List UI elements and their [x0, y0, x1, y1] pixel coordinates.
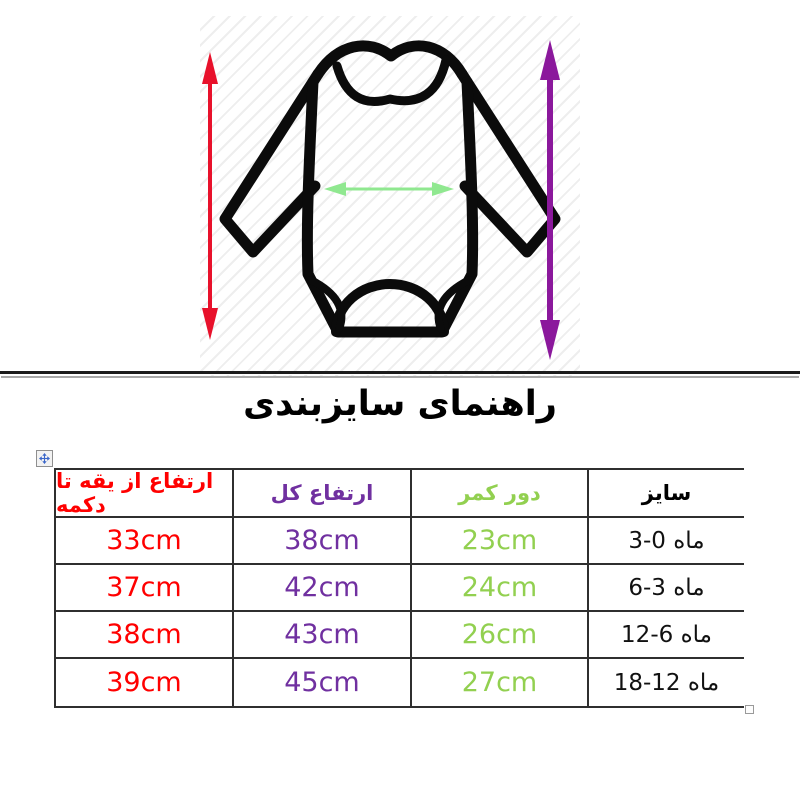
total-height-arrow-icon [540, 40, 560, 360]
header-waist[interactable]: دور کمر [412, 470, 589, 518]
table-cell[interactable]: 12-6 ماه [589, 612, 744, 659]
section-divider [0, 371, 800, 375]
header-total-height[interactable]: ارتفاع کل [234, 470, 412, 518]
table-move-handle[interactable] [36, 450, 53, 467]
header-collar-to-button[interactable]: ارتفاع از یقه تا دکمه [56, 469, 234, 518]
table-cell[interactable]: 33cm [56, 518, 234, 565]
table-cell[interactable]: 3-0 ماه [589, 518, 744, 565]
size-table: ارتفاع از یقه تا دکمه ارتفاع کل دور کمر … [54, 468, 744, 708]
table-cell[interactable]: 18-12 ماه [589, 659, 744, 706]
waist-arrow-icon [324, 182, 454, 196]
table-cell[interactable]: 45cm [234, 659, 412, 706]
table-cell[interactable]: 37cm [56, 565, 234, 612]
sizing-figure [200, 16, 580, 376]
table-cell[interactable]: 26cm [412, 612, 589, 659]
table-cell[interactable]: 42cm [234, 565, 412, 612]
table-cell[interactable]: 38cm [56, 612, 234, 659]
table-cell[interactable]: 24cm [412, 565, 589, 612]
table-cell[interactable]: 6-3 ماه [589, 565, 744, 612]
bodysuit-diagram [202, 40, 561, 360]
collar-to-button-arrow-icon [202, 52, 218, 340]
table-resize-handle[interactable] [745, 705, 754, 714]
move-icon [39, 453, 50, 464]
table-cell[interactable]: 38cm [234, 518, 412, 565]
table-cell[interactable]: 23cm [412, 518, 589, 565]
table-cell[interactable]: 39cm [56, 659, 234, 706]
page-title: راهنمای سایزبندی [243, 384, 557, 424]
table-cell[interactable]: 43cm [234, 612, 412, 659]
header-size[interactable]: سایز [589, 470, 744, 518]
bodysuit-icon [219, 40, 561, 338]
table-cell[interactable]: 27cm [412, 659, 589, 706]
